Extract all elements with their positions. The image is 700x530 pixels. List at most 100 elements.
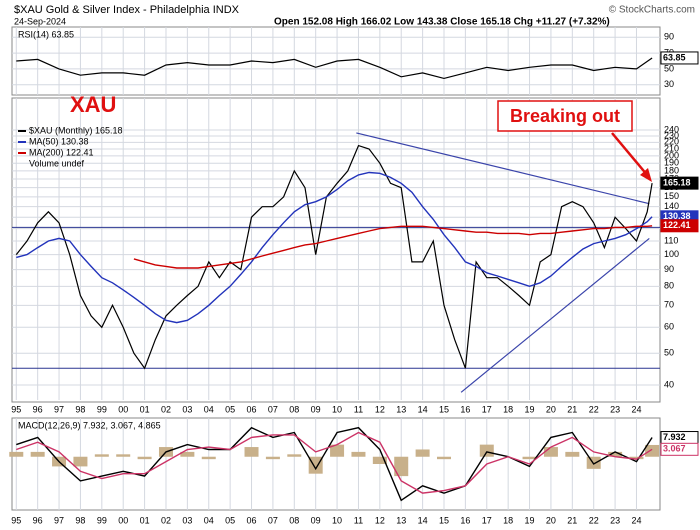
annotation-box (497, 100, 633, 132)
x-tick-label: 03 (182, 404, 192, 414)
x-tick-label: 07 (268, 515, 278, 525)
x-tick-label: 17 (482, 404, 492, 414)
histogram-bar (608, 451, 623, 457)
x-tick-label: 98 (75, 515, 85, 525)
x-tick-label: 07 (268, 404, 278, 414)
x-tick-label: 20 (546, 404, 556, 414)
histogram-bar (30, 451, 45, 457)
y-tick-label: 180 (664, 165, 679, 175)
panel-title: MACD(12,26,9) 7.932, 3.067, 4.865 (18, 420, 161, 430)
histogram-bar (308, 456, 323, 474)
value-box (660, 219, 699, 233)
y-tick-label: 200 (664, 150, 679, 160)
x-tick-label: 17 (482, 515, 492, 525)
y-tick-label: 230 (664, 130, 679, 140)
x-tick-label: 20 (546, 515, 556, 525)
x-tick-label: 99 (97, 515, 107, 525)
series-line (16, 57, 653, 80)
series-line (16, 426, 653, 502)
chart-header-title: $XAU Gold & Silver Index - Philadelphia … (14, 4, 240, 16)
last-value-label: 63.85 (663, 52, 686, 62)
y-tick-label: 90 (664, 32, 674, 42)
series-line (15, 144, 653, 370)
panel-title: RSI(14) 63.85 (18, 29, 74, 39)
histogram-bar (479, 444, 494, 457)
y-tick-label: 40 (664, 379, 674, 389)
x-tick-label: 15 (439, 515, 449, 525)
histogram-bar (565, 451, 580, 457)
x-tick-label: 09 (311, 404, 321, 414)
series-line (16, 431, 653, 494)
price-panel (11, 97, 661, 403)
x-tick-label: 22 (589, 404, 599, 414)
plot-layer: 4050607080901001101201301401501601701801… (9, 27, 699, 525)
value-box (660, 442, 699, 456)
x-tick-label: 97 (54, 404, 64, 414)
x-tick-label: 09 (311, 515, 321, 525)
histogram-bar (287, 454, 302, 457)
histogram-bar (137, 456, 152, 460)
x-tick-label: 10 (332, 404, 342, 414)
x-tick-label: 15 (439, 404, 449, 414)
histogram-bar (629, 456, 644, 460)
symbol-annotation: XAU (70, 92, 116, 117)
x-tick-label: 19 (525, 404, 535, 414)
y-tick-label: 100 (664, 249, 679, 259)
x-tick-label: 01 (140, 404, 150, 414)
last-value-label: 130.38 (663, 211, 691, 221)
x-tick-label: 23 (610, 404, 620, 414)
y-tick-label: 30 (664, 79, 674, 89)
histogram-bar (543, 447, 558, 457)
x-tick-label: 95 (11, 515, 21, 525)
x-tick-label: 06 (247, 515, 257, 525)
annotation: Breaking out (510, 106, 620, 126)
x-tick-label: 00 (118, 404, 128, 414)
x-tick-label: 99 (97, 404, 107, 414)
histogram-bar (415, 449, 430, 457)
x-tick-label: 24 (631, 404, 641, 414)
annotation-arrow (611, 132, 649, 177)
legend-entry: Volume undef (29, 158, 85, 168)
y-tick-label: 80 (664, 281, 674, 291)
x-tick-label: 11 (354, 515, 363, 525)
histogram-bar (116, 454, 131, 457)
last-value-label: 165.18 (663, 178, 691, 188)
x-tick-label: 14 (418, 515, 428, 525)
x-tick-label: 16 (460, 515, 470, 525)
series-line (133, 225, 653, 269)
x-tick-label: 95 (11, 404, 21, 414)
y-tick-label: 110 (664, 235, 678, 245)
x-tick-label: 10 (332, 515, 342, 525)
histogram-bar (351, 451, 366, 457)
histogram-bar (180, 451, 195, 457)
x-tick-label: 24 (631, 515, 641, 525)
trendline (356, 132, 650, 205)
x-tick-label: 16 (460, 404, 470, 414)
x-tick-label: 21 (567, 404, 577, 414)
last-value-label: 3.067 (663, 444, 686, 454)
legend-entry: $XAU (Monthly) 165.18 (29, 125, 123, 135)
histogram-bar (265, 456, 280, 460)
x-tick-label: 12 (375, 515, 385, 525)
x-tick-label: 05 (225, 404, 235, 414)
histogram-bar (244, 447, 259, 457)
trendline (460, 237, 650, 393)
x-tick-label: 98 (75, 404, 85, 414)
histogram-bar (372, 456, 387, 464)
x-tick-label: 00 (118, 515, 128, 525)
x-tick-label: 21 (567, 515, 577, 525)
y-tick-label: 70 (664, 300, 674, 310)
x-tick-label: 96 (33, 404, 43, 414)
legend-entry: MA(200) 122.41 (29, 147, 94, 157)
x-tick-label: 13 (396, 404, 406, 414)
x-tick-label: 13 (396, 515, 406, 525)
x-tick-label: 18 (503, 404, 513, 414)
x-tick-label: 96 (33, 515, 43, 525)
y-tick-label: 60 (664, 322, 674, 332)
histogram-bar (330, 444, 345, 457)
x-tick-label: 14 (418, 404, 428, 414)
value-box (660, 51, 699, 65)
x-tick-label: 23 (610, 515, 620, 525)
y-tick-label: 190 (664, 158, 679, 168)
histogram-bar (522, 456, 537, 460)
